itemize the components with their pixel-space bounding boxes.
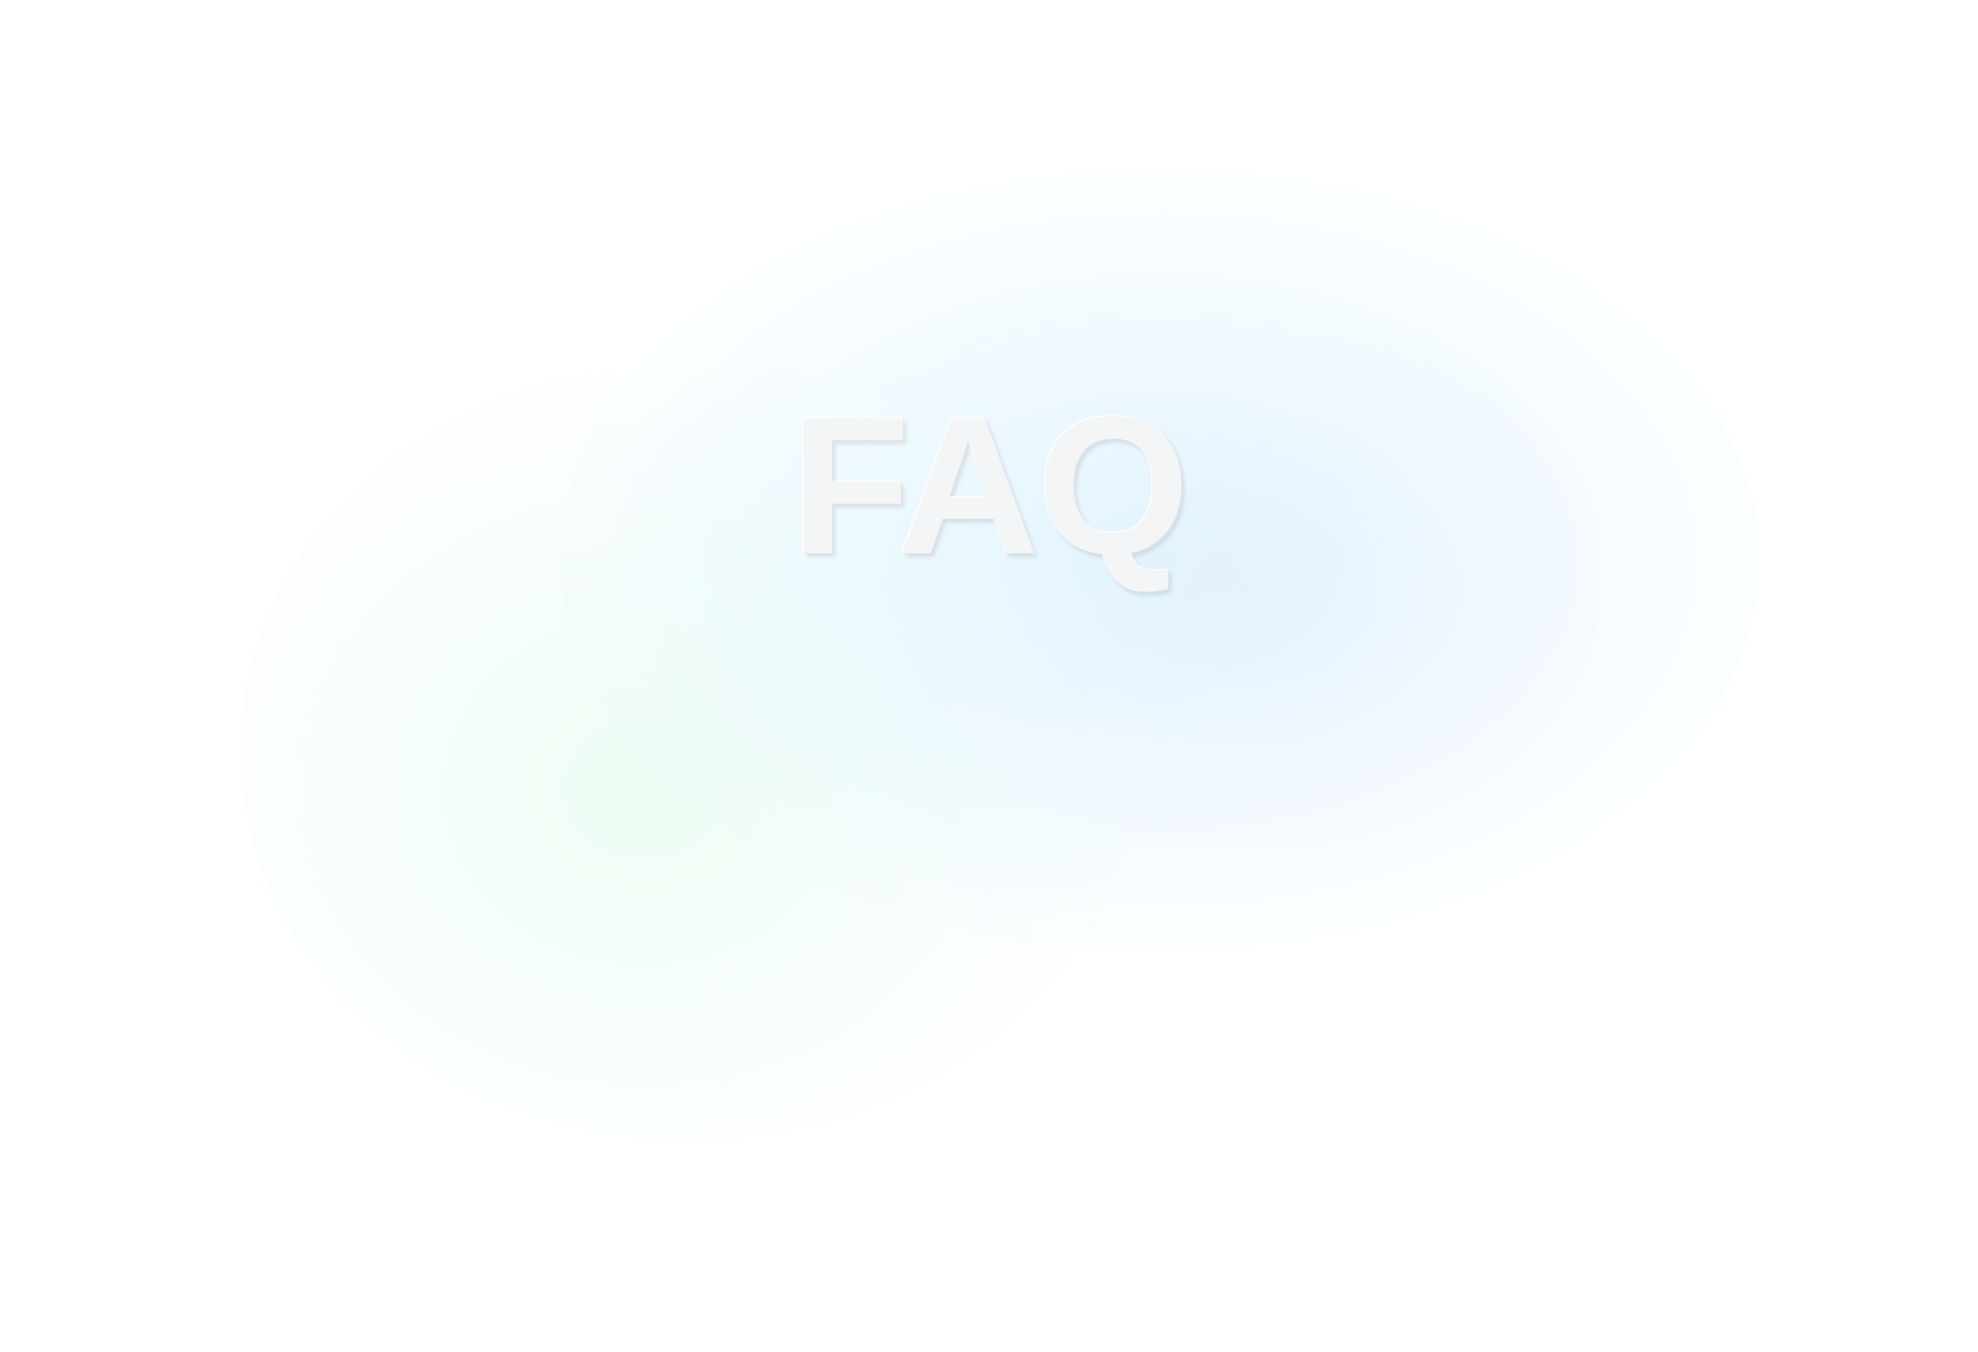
page-title: FAQ xyxy=(790,376,1190,595)
